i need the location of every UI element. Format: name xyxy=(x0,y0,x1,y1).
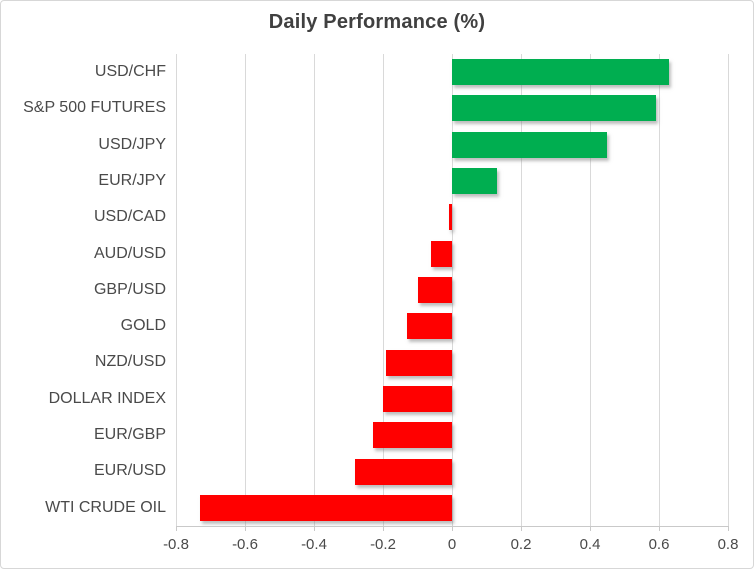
gridline xyxy=(245,54,246,526)
category-label: USD/JPY xyxy=(98,135,166,153)
x-tick-label: 0.8 xyxy=(717,536,739,553)
zero-gridline xyxy=(452,54,453,526)
gridline xyxy=(383,54,384,526)
chart-title: Daily Performance (%) xyxy=(268,11,486,33)
gridline xyxy=(590,54,591,526)
bar xyxy=(452,168,497,195)
category-label: GOLD xyxy=(120,317,166,335)
x-tick-mark xyxy=(728,526,729,531)
category-label: NZD/USD xyxy=(94,353,166,371)
bar xyxy=(383,385,452,412)
x-tick-mark xyxy=(659,526,660,531)
x-tick-mark xyxy=(452,526,453,531)
bar xyxy=(452,59,670,86)
bar xyxy=(452,131,608,158)
gridline xyxy=(176,54,177,526)
x-tick-mark xyxy=(521,526,522,531)
category-label: GBP/USD xyxy=(93,280,166,298)
x-tick-mark xyxy=(314,526,315,531)
x-tick-label: -0.4 xyxy=(301,536,327,553)
category-label: USD/CAD xyxy=(93,208,166,226)
bar xyxy=(372,422,452,449)
bar xyxy=(355,458,452,485)
category-label: DOLLAR INDEX xyxy=(48,389,166,407)
x-tick-mark xyxy=(176,526,177,531)
x-tick-label: 0.4 xyxy=(579,536,601,553)
x-tick-label: 0.2 xyxy=(510,536,532,553)
category-label: WTI CRUDE OIL xyxy=(45,498,166,516)
x-tick-label: -0.2 xyxy=(370,536,396,553)
x-tick-label: 0 xyxy=(447,536,457,553)
bar xyxy=(448,204,452,231)
gridline xyxy=(314,54,315,526)
bar xyxy=(417,277,452,303)
category-label: AUD/USD xyxy=(93,244,166,262)
bar xyxy=(431,240,452,267)
x-tick-label: 0.6 xyxy=(648,536,670,553)
gridline xyxy=(659,54,660,526)
bar xyxy=(386,349,452,376)
gridline xyxy=(521,54,522,526)
x-tick-mark xyxy=(245,526,246,531)
bar xyxy=(452,95,656,122)
bar xyxy=(407,313,452,340)
x-tick-mark xyxy=(383,526,384,531)
gridline xyxy=(728,54,729,526)
category-label: EUR/USD xyxy=(93,462,166,480)
bar xyxy=(200,494,452,521)
category-label: EUR/GBP xyxy=(93,426,166,444)
category-label: USD/CHF xyxy=(94,63,166,80)
category-label: S&P 500 FUTURES xyxy=(23,99,166,117)
x-tick-label: -0.8 xyxy=(163,536,189,553)
x-tick-label: -0.6 xyxy=(232,536,258,553)
category-label: EUR/JPY xyxy=(98,171,166,189)
x-tick-mark xyxy=(590,526,591,531)
